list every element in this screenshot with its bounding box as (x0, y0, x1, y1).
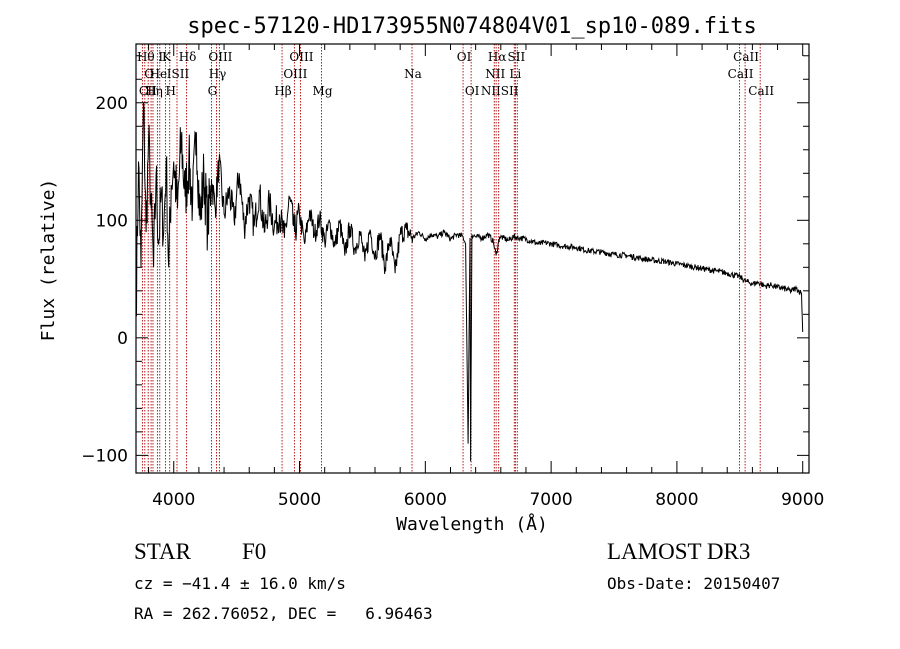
line-label-27: CaII (728, 67, 754, 81)
line-label-12: Hγ (209, 67, 227, 81)
line-label-11: G (208, 84, 218, 98)
line-label-20: OI (465, 84, 480, 98)
y-tick-label-0: −100 (81, 446, 128, 466)
line-label-5: He (150, 67, 168, 81)
series-group (135, 102, 804, 462)
line-label-28: CaII (733, 50, 759, 64)
subclass-label: F0 (242, 539, 267, 564)
x-tick-label-1: 5000 (278, 490, 321, 510)
x-tick-label-5: 9000 (781, 490, 824, 510)
y-tick-label-3: 200 (96, 94, 128, 114)
line-label-22: Hα (488, 50, 507, 64)
chart-title: spec-57120-HD173955N074804V01_sp10-089.f… (187, 14, 757, 39)
survey-label: LAMOST DR3 (607, 539, 751, 564)
class-label: STAR (134, 539, 191, 564)
x-tick-label-2: 6000 (404, 490, 447, 510)
radec-text: RA = 262.76052, DEC = 6.96463 (134, 604, 433, 623)
x-tick-label-4: 8000 (655, 490, 698, 510)
line-label-4: Hη (145, 84, 163, 98)
line-label-19: OI (457, 50, 472, 64)
emission-line-markers (141, 44, 761, 473)
line-label-29: CaII (748, 84, 774, 98)
y-tick-label-1: 0 (117, 329, 128, 349)
redshift-text: cz = −41.4 ± 16.0 km/s (134, 574, 346, 593)
line-label-2: O (144, 67, 154, 81)
line-label-7: K (162, 50, 172, 64)
line-label-0: C (139, 84, 148, 98)
line-label-23: NIISII (481, 84, 519, 98)
line-label-17: Mg (313, 84, 333, 98)
line-label-21: NII (485, 67, 505, 81)
line-label-3: II (147, 84, 157, 98)
line-label-1: Hθ (137, 50, 155, 64)
flux-series-line (135, 102, 804, 462)
line-label-25: SII (508, 50, 526, 64)
line-label-10: Hδ (179, 50, 197, 64)
line-label-15: OIII (283, 67, 307, 81)
y-tick-label-2: 100 (96, 211, 128, 231)
line-label-8: H (165, 84, 175, 98)
axis-ticks: 4000 5000 6000 7000 8000 9000 −100 0 100 200 (81, 44, 824, 510)
x-tick-label-0: 4000 (152, 490, 195, 510)
obs-date-text: Obs-Date: 20150407 (607, 574, 781, 593)
y-axis-label: Flux (relative) (38, 179, 59, 342)
line-label-16: OIII (289, 50, 313, 64)
line-label-9: ISII (167, 67, 190, 81)
x-axis-label: Wavelength (Å) (396, 513, 548, 535)
line-label-24: Li (509, 67, 521, 81)
line-label-14: Hβ (274, 84, 291, 98)
x-tick-label-3: 7000 (529, 490, 572, 510)
line-label-18: Na (404, 67, 422, 81)
line-label-13: OIII (208, 50, 232, 64)
plot-frame (135, 43, 810, 474)
line-label-6: I (158, 50, 163, 64)
